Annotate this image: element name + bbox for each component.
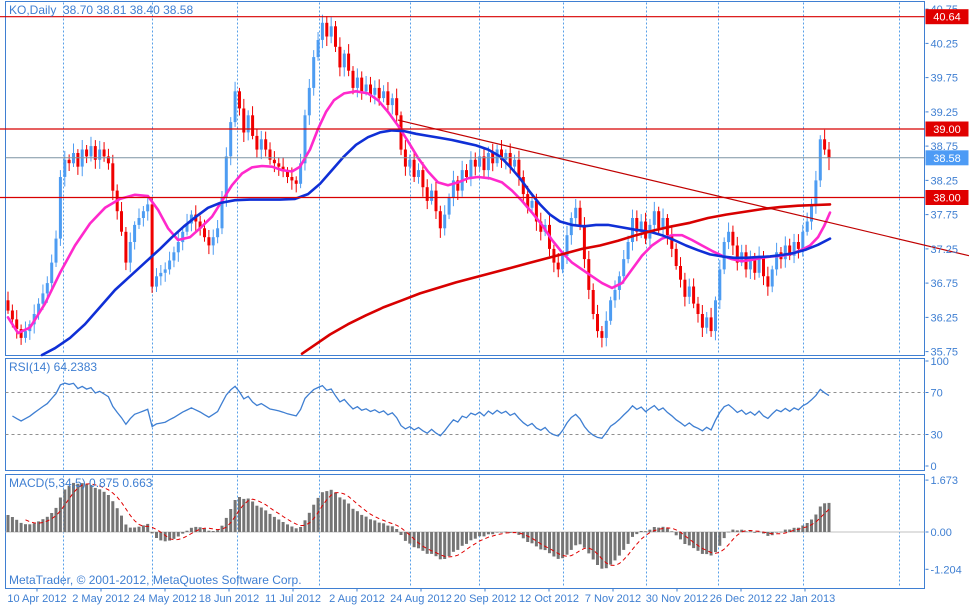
svg-text:24 May 2012: 24 May 2012 (133, 593, 197, 605)
svg-text:38.58: 38.58 (933, 153, 961, 165)
svg-text:0.00: 0.00 (931, 527, 952, 539)
svg-text:11 Jul 2012: 11 Jul 2012 (265, 593, 321, 605)
svg-text:10 Apr 2012: 10 Apr 2012 (7, 593, 66, 605)
time-axis: 10 Apr 2012 2 May 2012 24 May 2012 18 Jun 2… (7, 588, 836, 605)
descending-trendline[interactable] (397, 119, 969, 257)
svg-text:20 Sep 2012: 20 Sep 2012 (454, 593, 516, 605)
macd-signal-line (25, 483, 830, 566)
svg-text:30: 30 (931, 430, 943, 442)
rsi-pane-content (5, 382, 925, 440)
macd-histogram (6, 482, 831, 569)
price-axis: 40.7540.2539.7539.2538.7538.2537.7537.25… (925, 4, 969, 576)
svg-text:2 May 2012: 2 May 2012 (72, 593, 129, 605)
svg-text:30 Nov 2012: 30 Nov 2012 (646, 593, 708, 605)
svg-text:37.75: 37.75 (931, 210, 959, 222)
svg-text:-1.204: -1.204 (931, 564, 962, 576)
svg-text:35.75: 35.75 (931, 347, 959, 359)
ma-fast-magenta (6, 90, 832, 335)
price-badge-40.64 (925, 9, 969, 25)
svg-text:0: 0 (931, 461, 937, 473)
svg-text:39.00: 39.00 (933, 124, 961, 136)
svg-text:38.00: 38.00 (933, 193, 961, 205)
svg-text:40.64: 40.64 (933, 12, 961, 24)
svg-text:24 Aug 2012: 24 Aug 2012 (390, 593, 452, 605)
ma-slow-red (300, 203, 832, 356)
main-price-pane-content (0, 14, 969, 357)
svg-text:40.25: 40.25 (931, 38, 959, 50)
svg-text:39.75: 39.75 (931, 73, 959, 85)
svg-text:38.75: 38.75 (931, 141, 959, 153)
svg-text:39.25: 39.25 (931, 107, 959, 119)
ma-mid-blue (40, 129, 832, 357)
price-badge-38.00 (925, 190, 969, 205)
svg-text:38.25: 38.25 (931, 175, 959, 187)
svg-text:1.673: 1.673 (931, 475, 959, 487)
svg-text:18 Jun 2012: 18 Jun 2012 (199, 593, 260, 605)
price-badge-38.58 (925, 150, 969, 166)
svg-text:100: 100 (931, 356, 949, 368)
svg-text:70: 70 (931, 388, 943, 400)
price-badge-39.00 (925, 121, 969, 137)
rsi-pane[interactable] (5, 358, 925, 471)
svg-text:2 Aug 2012: 2 Aug 2012 (329, 593, 385, 605)
svg-text:26 Dec 2012: 26 Dec 2012 (710, 593, 772, 605)
svg-text:7 Nov 2012: 7 Nov 2012 (585, 593, 641, 605)
svg-text:12 Oct 2012: 12 Oct 2012 (519, 593, 579, 605)
svg-text:22 Jan 2013: 22 Jan 2013 (775, 593, 836, 605)
rsi-line (12, 382, 830, 440)
svg-text:36.25: 36.25 (931, 312, 959, 324)
svg-text:37.25: 37.25 (931, 244, 959, 256)
svg-text:36.75: 36.75 (931, 278, 959, 290)
macd-pane-content (5, 482, 925, 569)
